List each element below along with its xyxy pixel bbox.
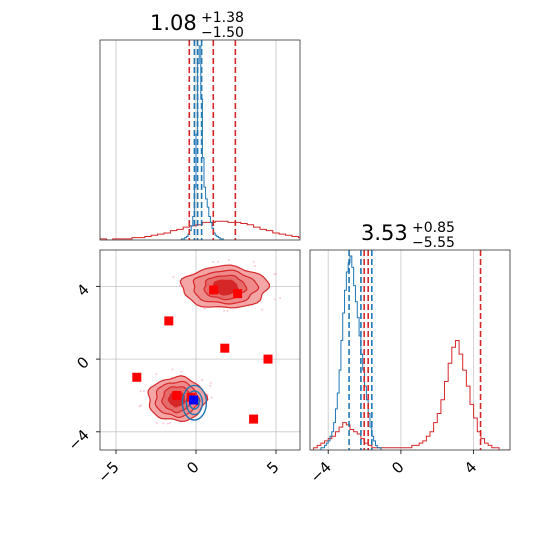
- blue-density-contour: [185, 390, 204, 416]
- background-sample-point: [155, 422, 158, 425]
- background-sample-point: [226, 309, 229, 312]
- tick-label-x-param-2: 4: [461, 458, 480, 477]
- red-marker: [209, 285, 219, 295]
- title-param-2-plus: +0.85: [412, 220, 455, 236]
- background-sample-point: [139, 390, 142, 393]
- tick-label-x-param-2: −4: [307, 458, 335, 486]
- background-sample-point: [172, 276, 175, 279]
- red-marker: [220, 343, 230, 353]
- background-sample-point: [209, 381, 212, 384]
- red-marker: [233, 289, 243, 299]
- background-sample-point: [227, 258, 230, 261]
- background-sample-point: [261, 308, 264, 311]
- tick-label-x-param-1: 0: [183, 458, 202, 477]
- red-marker: [132, 372, 142, 382]
- title-param-1-value: 1.08: [150, 11, 197, 35]
- axis-tick-labels: −5 0 5 −4 0 4 −4 0 4: [64, 280, 480, 486]
- background-sample-point: [142, 390, 145, 393]
- tick-label-y-param-2: 4: [73, 280, 92, 299]
- hist-1-series: [100, 40, 300, 240]
- blue-marker: [189, 395, 199, 405]
- hist-2-red-series: [313, 339, 510, 450]
- tick-label-y-param-2: −4: [64, 426, 92, 454]
- background-sample-point: [223, 309, 226, 312]
- background-sample-point: [252, 260, 255, 263]
- title-param-2-value: 3.53: [361, 221, 408, 245]
- background-sample-point: [162, 422, 165, 425]
- title-param-1: 1.08 +1.38 −1.50: [150, 10, 244, 41]
- background-sample-point: [274, 298, 277, 301]
- tick-label-x-param-2: 0: [388, 458, 407, 477]
- background-sample-point: [212, 261, 215, 264]
- tick-label-x-param-1: 5: [263, 458, 282, 477]
- title-param-2: 3.53 +0.85 −5.55: [361, 220, 455, 251]
- hist-1-frame: [99, 39, 301, 241]
- red-marker: [249, 414, 259, 424]
- histogram-param-1: [99, 39, 301, 241]
- title-param-2-minus: −5.55: [412, 235, 455, 251]
- tick-label-y-param-2: 0: [73, 353, 92, 372]
- hist-2-frame: [309, 249, 511, 451]
- title-param-1-plus: +1.38: [201, 10, 244, 26]
- background-sample-point: [180, 370, 183, 373]
- background-sample-point: [254, 265, 257, 268]
- hist-2-blue-series: [319, 255, 383, 450]
- scatter-frame: [99, 249, 301, 451]
- hist-1-blue-series: [180, 45, 225, 240]
- background-sample-point: [166, 422, 169, 425]
- background-sample-point: [209, 384, 212, 387]
- background-sample-point: [178, 284, 181, 287]
- blue-density-contour: [181, 384, 208, 421]
- red-marker: [172, 390, 182, 400]
- background-sample-point: [279, 297, 282, 300]
- histogram-param-2: [309, 249, 511, 451]
- background-sample-point: [169, 421, 172, 424]
- background-sample-point: [274, 272, 277, 275]
- background-sample-point: [138, 405, 141, 408]
- background-sample-point: [155, 372, 158, 375]
- title-param-1-minus: −1.50: [201, 25, 244, 41]
- background-sample-point: [210, 396, 213, 399]
- red-marker: [164, 316, 174, 326]
- hist-1-red-series: [100, 220, 300, 240]
- hist-2-series: [313, 250, 510, 450]
- tick-label-x-param-1: −5: [94, 458, 122, 486]
- red-marker: [263, 354, 273, 364]
- background-sample-point: [203, 307, 206, 310]
- scatter-param-1-vs-param-2: [99, 249, 301, 451]
- background-sample-point: [171, 368, 174, 371]
- scatter-series: [132, 258, 282, 425]
- background-sample-point: [217, 260, 220, 263]
- background-sample-point: [201, 378, 204, 381]
